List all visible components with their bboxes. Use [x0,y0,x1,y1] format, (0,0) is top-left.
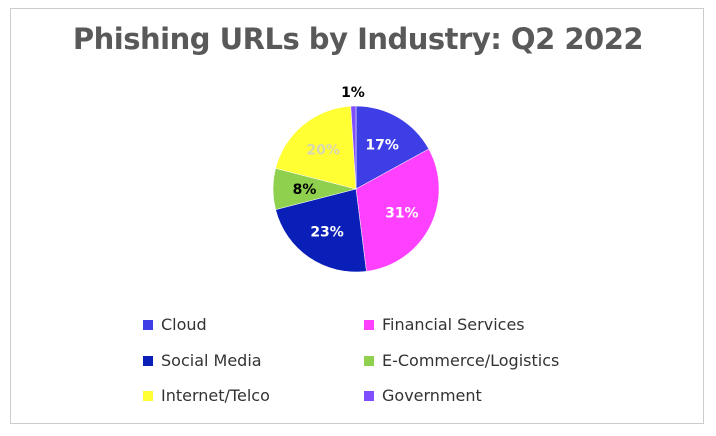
pie-slice-government [350,105,357,190]
pie-slice-social-media [275,188,367,273]
data-label-e-commerce-logistics: 8% [293,182,317,198]
pie-slice-internet-telco [275,105,357,190]
pie-slice-cloud [355,105,430,190]
data-label-financial-services: 31% [385,205,419,221]
data-label-cloud: 17% [365,138,399,154]
data-label-social-media: 23% [310,225,344,241]
pie-slice-financial-services [355,148,440,272]
chart-title: Phishing URLs by Industry: Q2 2022 [72,22,644,56]
data-label-internet-telco: 20% [306,142,340,158]
data-label-government: 1% [341,85,365,101]
